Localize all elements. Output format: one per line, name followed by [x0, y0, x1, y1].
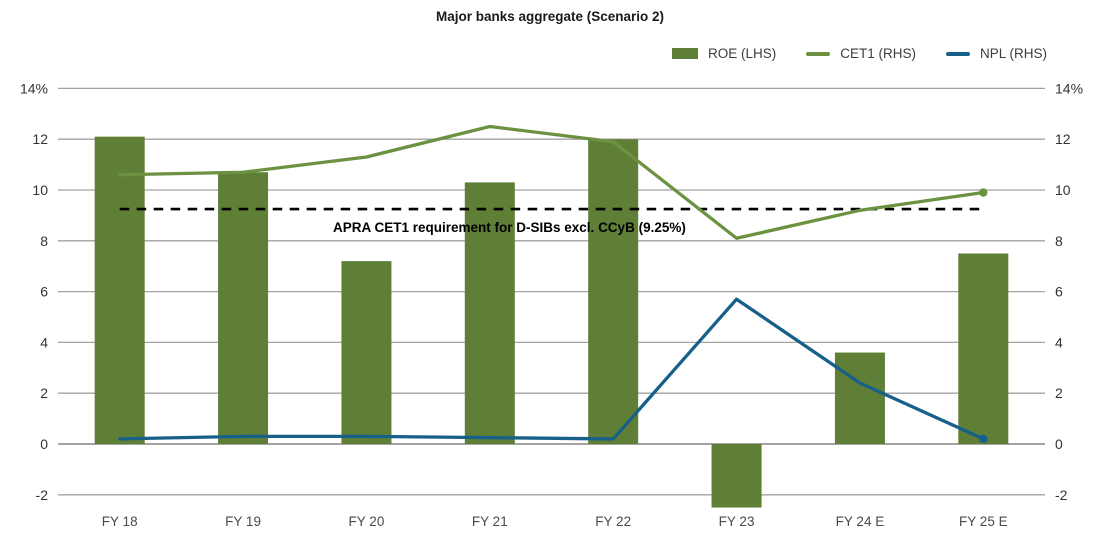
y-axis-right-tick-14: 14% [1055, 80, 1083, 96]
bar-fy-22 [588, 139, 639, 444]
y-axis-right-tick-12: 12 [1055, 131, 1071, 147]
y-axis-left-tick-2: -2 [36, 487, 49, 503]
y-axis-right-tick-10: 10 [1055, 182, 1071, 198]
roe-bar-swatch-icon [671, 48, 698, 59]
y-axis-left-tick-10: 10 [32, 182, 48, 198]
line-npl-rhs [118, 297, 985, 441]
legend-item-cet1: CET1 (RHS) [806, 46, 916, 61]
x-axis-label-fy-19: FY 19 [225, 514, 261, 529]
y-axis-right-tick-2: 2 [1055, 385, 1063, 401]
y-axis-left-tick-4: 4 [40, 334, 48, 350]
bar-fy-24-e [834, 352, 885, 444]
bar-fy-20 [341, 261, 392, 444]
line-end-dot-npl-rhs [979, 434, 988, 444]
x-axis-label-fy-24-e: FY 24 E [836, 514, 885, 529]
x-axis-label-fy-18: FY 18 [102, 514, 138, 529]
reference-line-label: APRA CET1 requirement for D-SIBs excl. C… [333, 220, 686, 235]
y-axis-left-tick-8: 8 [40, 233, 48, 249]
y-axis-left-tick-0: 0 [40, 436, 48, 452]
cet1-line-swatch-icon [806, 51, 831, 56]
bar-fy-23 [711, 444, 762, 508]
bar-fy-21 [464, 182, 515, 444]
y-axis-left-tick-12: 12 [32, 131, 48, 147]
chart-title: Major banks aggregate (Scenario 2) [435, 9, 665, 24]
x-axis-label-fy-25-e: FY 25 E [959, 514, 1008, 529]
line-end-dot-cet1-rhs [979, 188, 988, 197]
y-axis-right-tick-4: 4 [1055, 334, 1063, 350]
x-axis-label-fy-20: FY 20 [349, 514, 385, 529]
y-axis-right-tick-2: -2 [1055, 487, 1068, 503]
y-axis-left-tick-14: 14% [20, 80, 48, 96]
legend-label-npl: NPL (RHS) [979, 46, 1047, 61]
x-axis-label-fy-21: FY 21 [472, 514, 508, 529]
bar-fy-19 [218, 172, 269, 444]
legend: ROE (LHS) CET1 (RHS) NPL (RHS) [671, 46, 1047, 61]
legend-item-npl: NPL (RHS) [945, 46, 1047, 61]
x-axis-label-fy-23: FY 23 [719, 514, 755, 529]
x-axis-label-fy-22: FY 22 [595, 514, 631, 529]
legend-item-roe: ROE (LHS) [671, 46, 777, 61]
legend-label-cet1: CET1 (RHS) [840, 46, 916, 61]
legend-label-roe: ROE (LHS) [707, 46, 777, 61]
bar-fy-25-e [958, 253, 1009, 444]
npl-line-swatch-icon [945, 51, 970, 56]
y-axis-left-tick-6: 6 [40, 284, 48, 300]
y-axis-right-tick-0: 0 [1055, 436, 1063, 452]
line-cet1-rhs [118, 124, 985, 240]
y-axis-left-tick-2: 2 [40, 385, 48, 401]
y-axis-right-tick-8: 8 [1055, 233, 1063, 249]
y-axis-right-tick-6: 6 [1055, 284, 1063, 300]
bar-fy-18 [94, 136, 145, 444]
